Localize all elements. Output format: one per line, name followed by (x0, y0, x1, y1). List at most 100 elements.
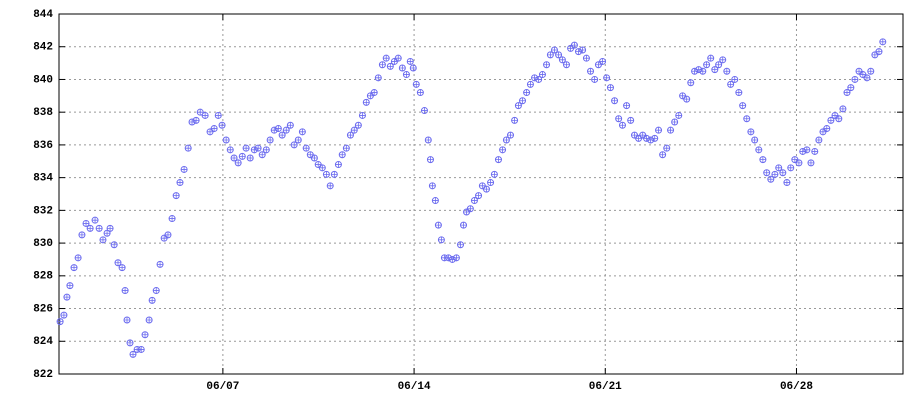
point-part (619, 122, 626, 129)
point-part (819, 128, 826, 135)
point-part (127, 339, 134, 346)
point (675, 111, 683, 119)
point (342, 144, 350, 152)
point-part (355, 122, 362, 129)
y-tick-label: 836 (33, 140, 53, 152)
point (226, 146, 234, 154)
point-part (60, 312, 67, 319)
point-part (539, 71, 546, 78)
point (759, 156, 767, 164)
point-part (331, 171, 338, 178)
point-part (595, 61, 602, 68)
point (567, 44, 575, 52)
point-part (87, 225, 94, 232)
point (334, 161, 342, 169)
point-part (399, 65, 406, 71)
point-part (759, 156, 766, 163)
y-tick-label: 828 (33, 271, 53, 283)
point (306, 151, 314, 159)
point-part (491, 171, 498, 178)
point-part (867, 68, 874, 75)
point-part (615, 115, 622, 122)
point-part (663, 145, 670, 152)
point-part (844, 89, 851, 96)
point (123, 316, 131, 324)
point-part (193, 117, 200, 124)
point-part (815, 137, 822, 143)
point-part (395, 55, 402, 62)
point (535, 75, 543, 83)
point (815, 136, 823, 144)
point (246, 154, 254, 162)
point (394, 54, 402, 62)
point-part (683, 96, 690, 103)
point (99, 236, 107, 244)
point-part (587, 68, 594, 75)
point-part (707, 55, 714, 62)
point-part (78, 231, 85, 238)
point-part (114, 259, 121, 266)
point-part (563, 61, 570, 68)
point-part (627, 117, 634, 124)
point-part (623, 102, 630, 109)
point (695, 66, 703, 74)
point-part (803, 146, 810, 153)
point-part (543, 61, 550, 68)
point-part (856, 68, 863, 75)
point (543, 61, 551, 69)
point-part (879, 38, 886, 45)
point-part (157, 261, 164, 268)
point-part (259, 151, 266, 158)
point (86, 224, 94, 232)
point (156, 260, 164, 268)
point (519, 97, 527, 105)
point-part (383, 55, 390, 62)
point-part (421, 107, 428, 114)
point (811, 147, 819, 155)
point (639, 131, 647, 139)
point-part (438, 236, 445, 243)
point (767, 175, 775, 183)
point-part (831, 112, 838, 119)
point-part (631, 132, 638, 139)
point (711, 66, 719, 74)
point (192, 116, 200, 124)
point (56, 318, 64, 326)
point-part (215, 112, 222, 119)
point-part (719, 56, 726, 63)
point (603, 74, 611, 82)
point-part (787, 164, 794, 171)
point (382, 54, 390, 62)
point-part (177, 179, 184, 186)
point-part (283, 127, 290, 134)
point-part (235, 159, 242, 166)
point-part (275, 125, 282, 132)
point-part (323, 171, 330, 178)
point (771, 170, 779, 178)
point (444, 254, 452, 262)
point-part (391, 58, 398, 65)
point-part (715, 61, 722, 68)
point (663, 144, 671, 152)
point (274, 125, 282, 133)
point (412, 80, 420, 88)
point (699, 67, 707, 75)
y-tick-label: 830 (33, 238, 53, 250)
point (755, 146, 763, 154)
point-part (675, 112, 682, 119)
point-part (827, 117, 834, 124)
point-part (463, 209, 470, 215)
point (346, 131, 354, 139)
x-tick-label: 06/28 (780, 381, 813, 393)
point (623, 102, 631, 110)
point (523, 89, 531, 97)
point-part (359, 112, 366, 119)
point (91, 216, 99, 224)
point (526, 80, 534, 88)
point-part (435, 222, 442, 229)
point-part (507, 132, 514, 139)
point-part (847, 84, 854, 91)
point (172, 192, 180, 200)
point (550, 46, 558, 54)
